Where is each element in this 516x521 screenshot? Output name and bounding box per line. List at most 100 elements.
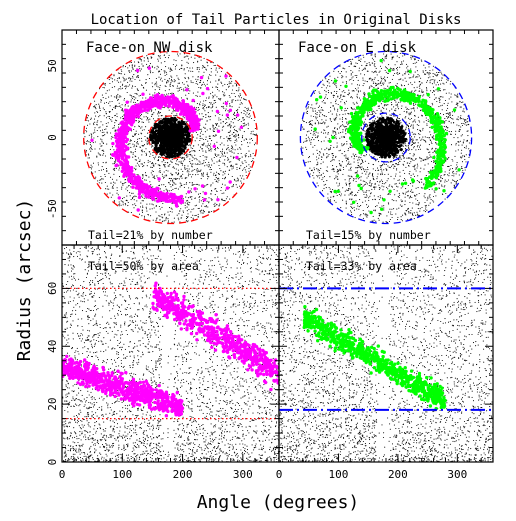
point bbox=[154, 109, 156, 111]
point bbox=[189, 173, 191, 175]
point bbox=[245, 161, 247, 163]
point bbox=[335, 175, 337, 177]
point bbox=[361, 172, 363, 174]
point bbox=[214, 202, 216, 204]
point bbox=[94, 112, 96, 114]
point bbox=[165, 219, 167, 221]
point bbox=[120, 120, 125, 124]
point bbox=[134, 140, 136, 143]
point bbox=[183, 90, 185, 92]
point bbox=[187, 190, 191, 194]
point bbox=[208, 212, 210, 214]
point bbox=[255, 134, 257, 136]
y-tick-label: 50 bbox=[46, 59, 59, 72]
point bbox=[98, 153, 100, 155]
point bbox=[173, 122, 177, 125]
point bbox=[191, 127, 196, 131]
point bbox=[444, 117, 446, 120]
point bbox=[88, 157, 91, 159]
point bbox=[418, 124, 420, 127]
point bbox=[217, 83, 219, 85]
point bbox=[398, 164, 400, 166]
point bbox=[218, 125, 220, 127]
point bbox=[170, 68, 172, 70]
point bbox=[238, 96, 240, 98]
point bbox=[173, 137, 177, 141]
point bbox=[207, 206, 209, 208]
point bbox=[130, 212, 132, 214]
point bbox=[113, 74, 115, 76]
point bbox=[125, 188, 127, 190]
point bbox=[164, 70, 166, 72]
point bbox=[218, 160, 220, 162]
point bbox=[171, 158, 173, 161]
point bbox=[202, 191, 204, 193]
point bbox=[164, 155, 166, 157]
point bbox=[134, 70, 136, 72]
point bbox=[137, 89, 139, 91]
point bbox=[167, 170, 169, 172]
point bbox=[372, 168, 374, 170]
point bbox=[381, 82, 383, 84]
point bbox=[111, 141, 115, 146]
point bbox=[203, 83, 205, 85]
point bbox=[240, 112, 242, 114]
point bbox=[197, 83, 199, 85]
point bbox=[113, 96, 115, 98]
point bbox=[173, 195, 177, 200]
point bbox=[109, 148, 111, 150]
point bbox=[118, 96, 120, 98]
point bbox=[179, 221, 181, 223]
point bbox=[429, 76, 431, 78]
point bbox=[190, 80, 192, 82]
point bbox=[185, 220, 187, 222]
point bbox=[124, 179, 126, 181]
point bbox=[205, 116, 207, 119]
point bbox=[201, 113, 203, 115]
point bbox=[226, 152, 228, 154]
point bbox=[124, 85, 126, 87]
point bbox=[142, 177, 144, 180]
point bbox=[394, 115, 396, 117]
point bbox=[120, 69, 122, 71]
point bbox=[169, 210, 171, 213]
point bbox=[168, 80, 170, 82]
point bbox=[230, 140, 232, 142]
point bbox=[235, 90, 237, 92]
point bbox=[143, 144, 146, 146]
point bbox=[120, 181, 122, 183]
point bbox=[181, 177, 183, 179]
point bbox=[201, 205, 203, 207]
point bbox=[133, 74, 135, 76]
point bbox=[348, 169, 350, 171]
point bbox=[94, 141, 96, 143]
point bbox=[92, 162, 95, 164]
point bbox=[122, 65, 124, 67]
point bbox=[107, 122, 109, 124]
point bbox=[232, 135, 235, 137]
point bbox=[168, 194, 172, 199]
point bbox=[188, 171, 190, 173]
point bbox=[138, 126, 140, 128]
point bbox=[407, 144, 409, 147]
point bbox=[111, 78, 113, 80]
point bbox=[197, 183, 199, 185]
point bbox=[302, 154, 304, 156]
point bbox=[233, 111, 236, 113]
point bbox=[333, 178, 336, 180]
point bbox=[167, 136, 170, 140]
point bbox=[204, 110, 206, 112]
point bbox=[117, 89, 119, 91]
point bbox=[197, 110, 199, 112]
point bbox=[235, 180, 237, 182]
point bbox=[121, 70, 123, 72]
point bbox=[153, 53, 155, 55]
point bbox=[95, 104, 97, 106]
point bbox=[224, 123, 227, 125]
point bbox=[140, 190, 145, 194]
point bbox=[132, 192, 134, 194]
point bbox=[113, 125, 116, 127]
point bbox=[169, 83, 171, 85]
point bbox=[199, 137, 201, 139]
point bbox=[206, 146, 208, 148]
